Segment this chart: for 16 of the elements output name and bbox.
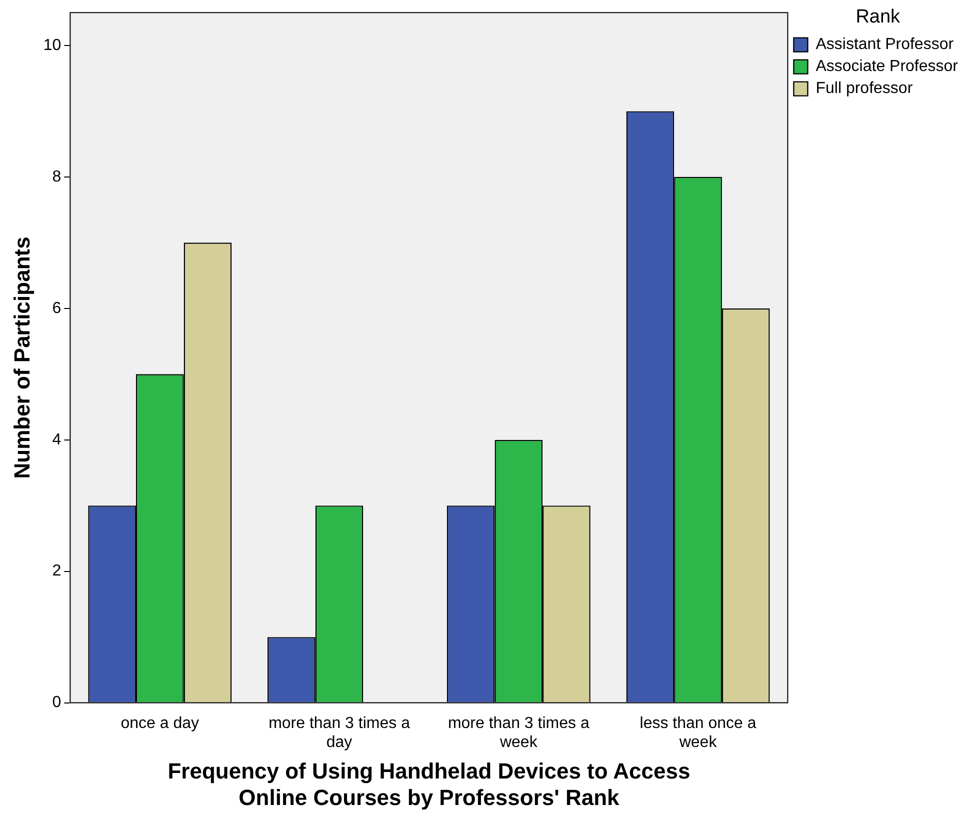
x-tick-label: more than 3 times a week — [448, 714, 590, 752]
y-axis-title: Number of Participants — [9, 236, 34, 479]
x-tick-label: more than 3 times a day — [268, 714, 410, 752]
x-axis-title: Frequency of Using Handhelad Devices to Access Online Courses by Professors' Rank — [168, 758, 690, 810]
y-tick-label: 4 — [52, 431, 62, 448]
x-tick-label: less than once a week — [640, 714, 756, 752]
y-tick-label: 2 — [52, 562, 62, 580]
y-tick-label: 0 — [52, 694, 62, 712]
y-tick-label: 10 — [43, 36, 62, 54]
legend-title: Rank — [856, 6, 901, 28]
legend-label: Full professor — [816, 80, 914, 98]
y-tick-label: 6 — [52, 300, 62, 317]
x-tick-label: once a day — [120, 714, 200, 732]
legend-label: Associate Professor — [816, 58, 959, 76]
y-tick-label: 8 — [52, 168, 62, 186]
legend-label: Assistant Professor — [816, 36, 954, 54]
